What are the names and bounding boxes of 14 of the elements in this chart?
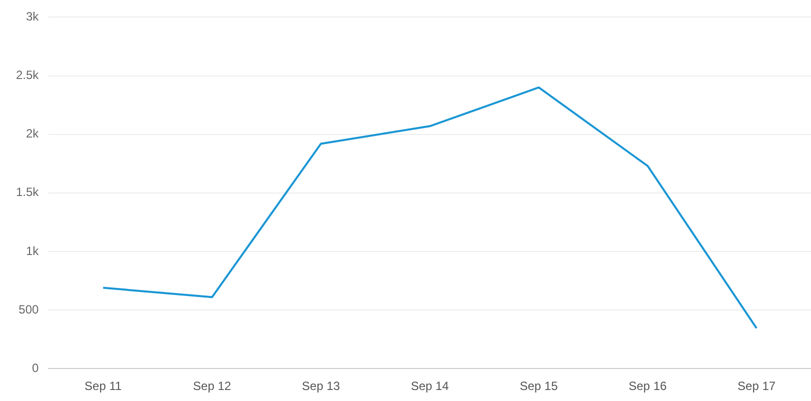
x-tick-label: Sep 14: [410, 379, 450, 394]
x-tick-label: Sep 11: [84, 379, 122, 394]
x-tick-label: Sep 15: [520, 379, 558, 394]
y-tick-label: 1.5k: [16, 185, 40, 200]
y-tick-label: 2k: [26, 126, 40, 141]
x-tick-label: Sep 13: [302, 379, 340, 394]
y-tick-label: 500: [18, 302, 39, 316]
x-tick-label: Sep 12: [193, 379, 232, 394]
y-tick-label: 1k: [26, 244, 40, 258]
y-tick-label: 3k: [26, 10, 40, 24]
x-tick-label: Sep 16: [628, 379, 667, 394]
x-tick-label: Sep 17: [738, 379, 776, 394]
y-tick-label: 0: [32, 360, 39, 375]
y-tick-label: 2.5k: [16, 68, 40, 82]
